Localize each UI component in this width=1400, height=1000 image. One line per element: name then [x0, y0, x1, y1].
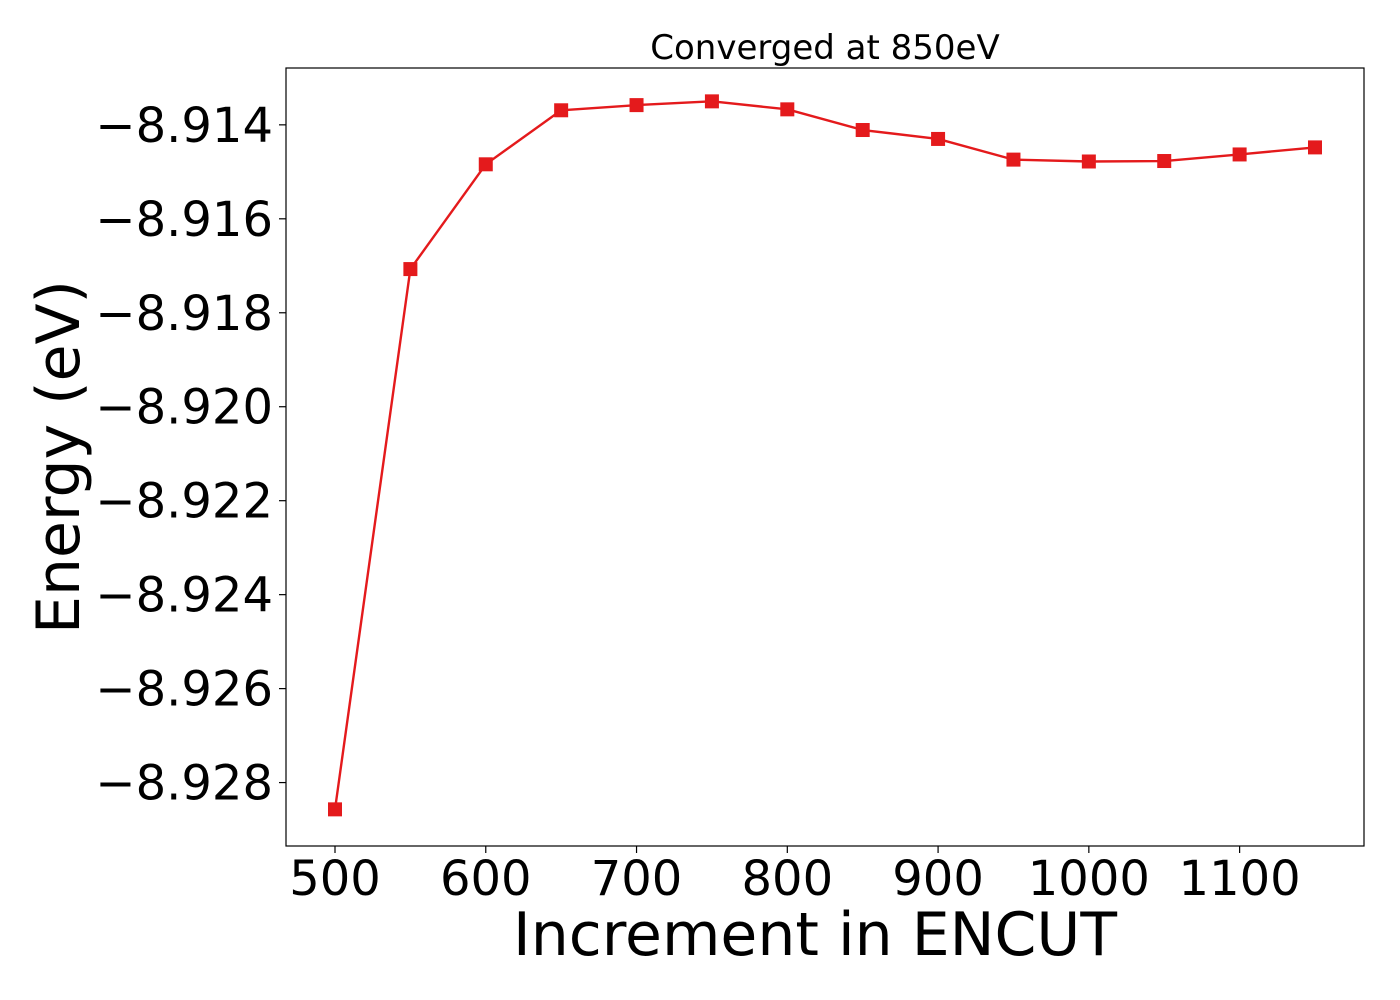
- data-point: [1308, 140, 1322, 155]
- data-point: [1006, 152, 1021, 167]
- data-point: [478, 157, 493, 172]
- y-axis-ticks: −8.914 −8.916 −8.918 −8.920 −8.922 −8.924 −8.9…: [95, 98, 286, 812]
- data-point: [554, 103, 569, 118]
- data-point: [1157, 154, 1172, 169]
- x-tick-label: 500: [289, 851, 381, 907]
- series-layer: [328, 94, 1322, 817]
- y-tick-label: −8.914: [95, 98, 273, 154]
- y-axis-label: Energy (eV): [24, 280, 94, 634]
- data-point: [328, 802, 342, 817]
- data-point: [855, 123, 870, 138]
- x-tick-label: 1100: [1179, 851, 1301, 907]
- data-point: [1081, 154, 1096, 169]
- x-tick-label: 700: [591, 851, 683, 907]
- data-point: [629, 98, 644, 113]
- y-tick-label: −8.928: [95, 756, 273, 812]
- y-tick-label: −8.924: [95, 568, 273, 624]
- data-point: [1232, 147, 1247, 162]
- data-point: [403, 262, 418, 277]
- x-axis-ticks: 500 600 700 800 900 1000 1100: [289, 846, 1301, 907]
- data-point: [704, 94, 719, 109]
- x-axis-label: Increment in ENCUT: [513, 900, 1117, 970]
- data-point: [780, 102, 795, 117]
- x-tick-label: 800: [741, 851, 833, 907]
- x-tick-label: 1000: [1028, 851, 1150, 907]
- plot-frame: [285, 67, 1365, 847]
- y-tick-label: −8.918: [95, 286, 273, 342]
- data-point: [931, 131, 946, 146]
- x-tick-label: 600: [440, 851, 532, 907]
- series-line: [333, 100, 1316, 810]
- x-tick-label: 900: [892, 851, 984, 907]
- chart-title: Converged at 850eV: [650, 28, 999, 68]
- y-tick-label: −8.926: [95, 662, 273, 718]
- y-tick-label: −8.920: [95, 380, 273, 436]
- y-tick-label: −8.916: [95, 192, 273, 248]
- y-tick-label: −8.922: [95, 474, 273, 530]
